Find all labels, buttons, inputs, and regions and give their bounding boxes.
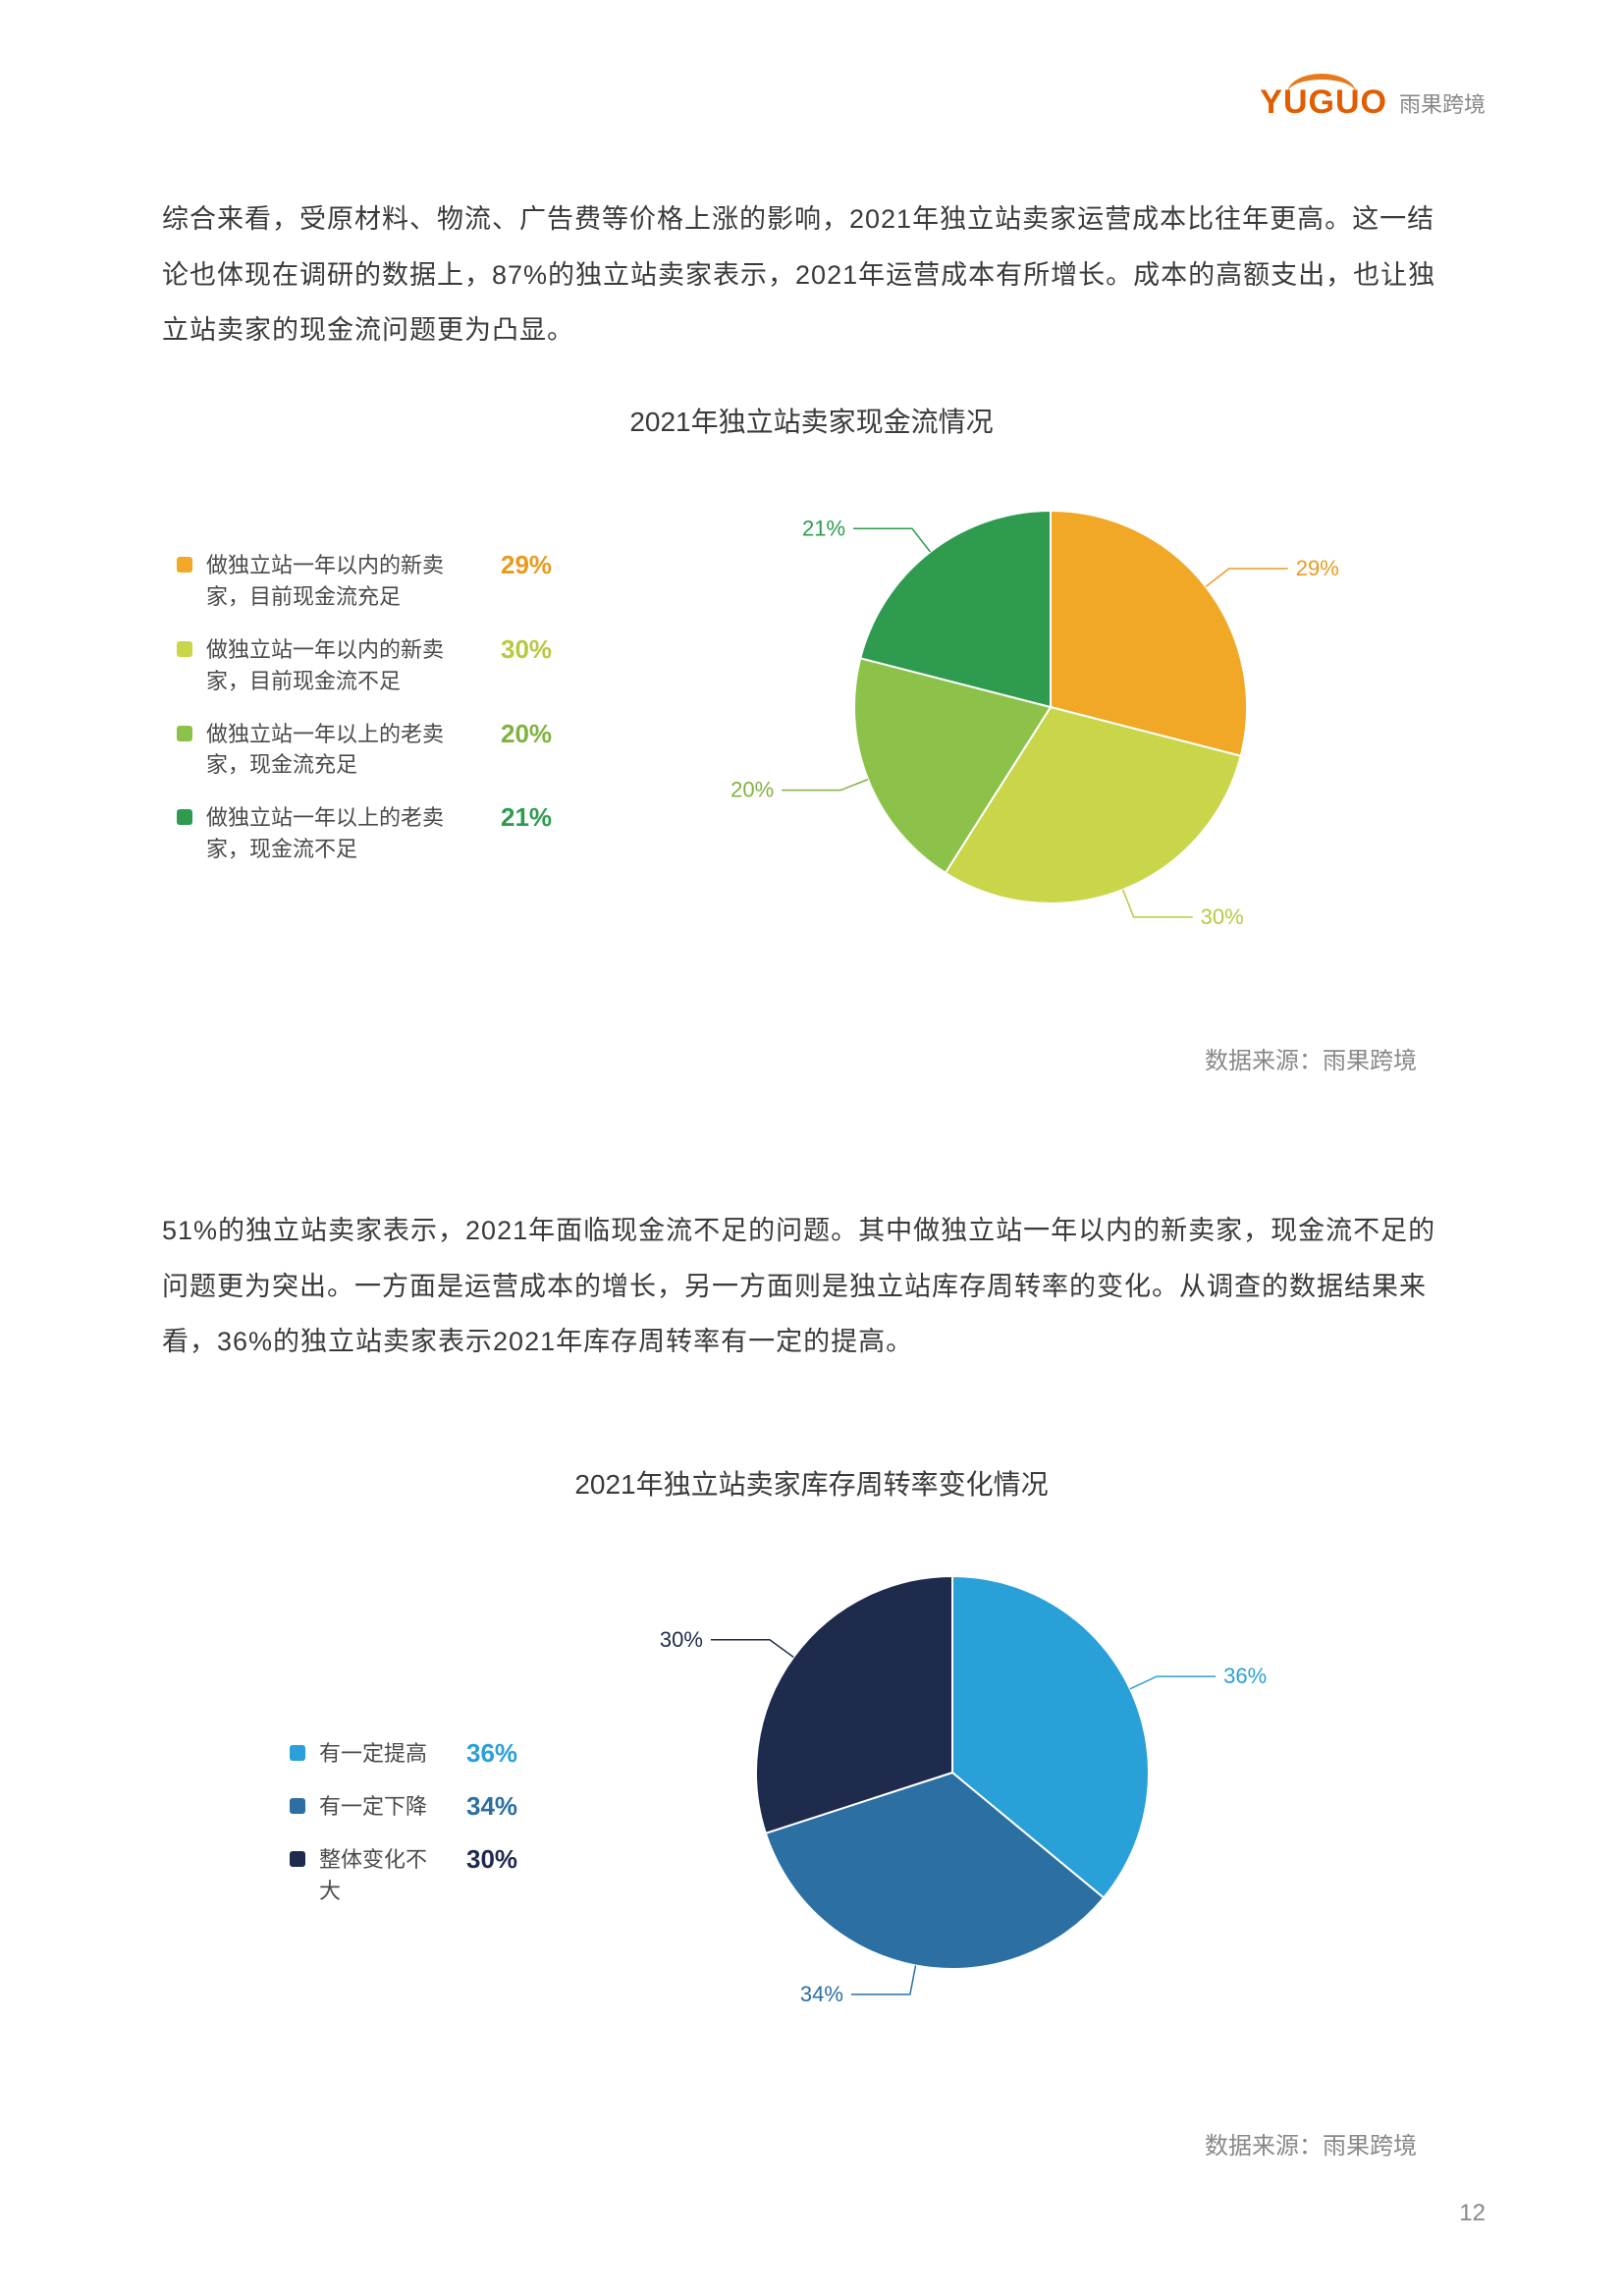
legend-swatch bbox=[177, 557, 192, 573]
legend-label: 做独立站一年以内的新卖家，目前现金流充足 bbox=[206, 550, 481, 613]
chart2-pie: 36% 34% 30% bbox=[609, 1517, 1296, 2028]
legend-value: 30% bbox=[466, 1844, 517, 1875]
callout-leader bbox=[711, 1640, 793, 1658]
chart1-title: 2021年独立站卖家现金流情况 bbox=[0, 401, 1623, 440]
legend-label: 做独立站一年以内的新卖家，目前现金流不足 bbox=[206, 634, 481, 697]
callout-label: 29% bbox=[1296, 556, 1339, 580]
intro-paragraph-1: 综合来看，受原材料、物流、广告费等价格上涨的影响，2021年独立站卖家运营成本比… bbox=[162, 191, 1458, 358]
callout-leader bbox=[1206, 569, 1288, 586]
legend-value: 29% bbox=[501, 550, 552, 580]
brand-logo: YUGUO 雨果跨境 bbox=[1260, 83, 1486, 122]
chart1-source: 数据来源：雨果跨境 bbox=[1205, 1041, 1417, 1075]
legend-item: 做独立站一年以上的老卖家，现金流不足 21% bbox=[177, 802, 552, 865]
chart2-legend: 有一定提高 36% 有一定下降 34% 整体变化不大 30% bbox=[290, 1738, 517, 1929]
callout-leader bbox=[782, 780, 868, 791]
legend-swatch bbox=[290, 1745, 305, 1761]
legend-item: 有一定提高 36% bbox=[290, 1738, 517, 1770]
legend-item: 做独立站一年以内的新卖家，目前现金流充足 29% bbox=[177, 550, 552, 613]
legend-swatch bbox=[290, 1851, 305, 1867]
callout-leader bbox=[1123, 890, 1193, 917]
chart2-title: 2021年独立站卖家库存周转率变化情况 bbox=[0, 1463, 1623, 1503]
legend-swatch bbox=[290, 1798, 305, 1814]
legend-value: 20% bbox=[501, 719, 552, 749]
callout-leader bbox=[1130, 1676, 1216, 1689]
chart1-pie: 29% 30% 20% 21% bbox=[707, 452, 1394, 962]
logo-subtext: 雨果跨境 bbox=[1399, 87, 1486, 119]
legend-item: 有一定下降 34% bbox=[290, 1791, 517, 1823]
callout-label: 21% bbox=[802, 516, 845, 540]
legend-value: 36% bbox=[466, 1738, 517, 1769]
callout-label: 20% bbox=[730, 778, 774, 802]
chart1-legend: 做独立站一年以内的新卖家，目前现金流充足29%做独立站一年以内的新卖家，目前现金… bbox=[177, 550, 552, 887]
callout-label: 30% bbox=[1201, 904, 1244, 929]
legend-swatch bbox=[177, 641, 192, 657]
logo-wordmark: YUGUO bbox=[1260, 83, 1387, 122]
legend-label: 整体变化不大 bbox=[319, 1844, 447, 1907]
chart2-source: 数据来源：雨果跨境 bbox=[1205, 2126, 1417, 2160]
legend-swatch bbox=[177, 809, 192, 825]
legend-item: 整体变化不大 30% bbox=[290, 1844, 517, 1907]
page-number: 12 bbox=[1459, 2200, 1486, 2227]
callout-label: 30% bbox=[660, 1627, 703, 1652]
legend-label: 有一定提高 bbox=[319, 1738, 447, 1770]
callout-leader bbox=[851, 1965, 916, 1994]
legend-label: 有一定下降 bbox=[319, 1791, 447, 1823]
callout-leader bbox=[853, 528, 930, 552]
legend-value: 21% bbox=[501, 802, 552, 833]
legend-label: 做独立站一年以上的老卖家，现金流充足 bbox=[206, 719, 481, 782]
legend-swatch bbox=[177, 726, 192, 741]
callout-label: 34% bbox=[800, 1982, 843, 2006]
legend-value: 30% bbox=[501, 634, 552, 665]
legend-label: 做独立站一年以上的老卖家，现金流不足 bbox=[206, 802, 481, 865]
callout-label: 36% bbox=[1223, 1664, 1267, 1688]
legend-value: 34% bbox=[466, 1791, 517, 1822]
legend-item: 做独立站一年以内的新卖家，目前现金流不足 30% bbox=[177, 634, 552, 697]
legend-item: 做独立站一年以上的老卖家，现金流充足 20% bbox=[177, 719, 552, 782]
intro-paragraph-2: 51%的独立站卖家表示，2021年面临现金流不足的问题。其中做独立站一年以内的新… bbox=[162, 1203, 1458, 1370]
